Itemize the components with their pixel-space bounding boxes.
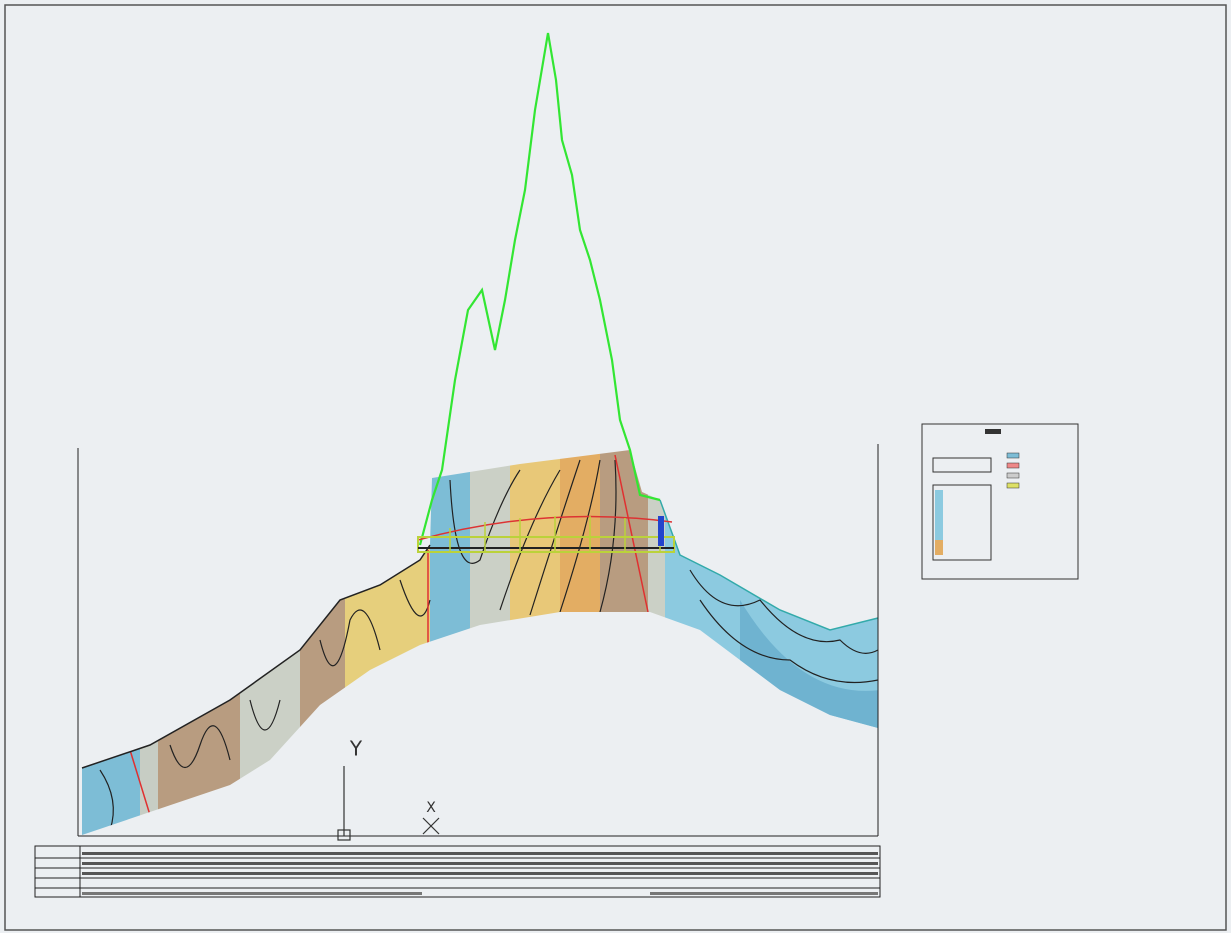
page: Y X (() => { const data = JSON.parse(doc… <box>0 0 1231 933</box>
legend-box <box>922 424 1078 579</box>
ucs-x-label: X <box>426 800 436 816</box>
cad-viewport: Y X <box>0 0 1231 933</box>
ucs-y-label: Y <box>349 737 363 761</box>
